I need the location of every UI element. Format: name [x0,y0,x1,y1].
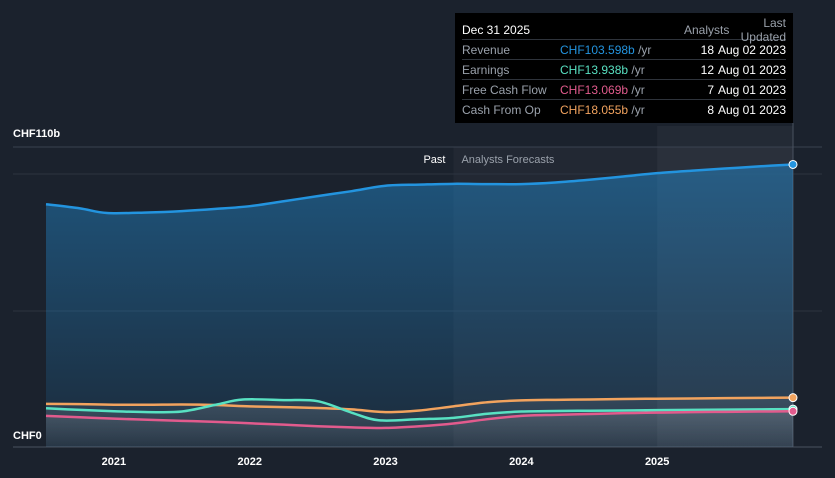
tooltip-row-unit: /yr [631,62,645,77]
tooltip-date: Dec 31 2025 [462,22,531,37]
tooltip-row-analysts: 7 [707,82,714,97]
tooltip-row-updated: Aug 02 2023 [717,42,786,57]
tooltip-header: Dec 31 2025 Analysts Last Updated [462,16,786,44]
x-tick-label-2023: 2023 [373,456,397,468]
tooltip-row-value: CHF18.055b [560,102,629,117]
tooltip-row-free-cash-flow: Free Cash Flow CHF13.069b /yr 7 Aug 01 2… [462,79,786,99]
x-tick-label-2021: 2021 [102,456,126,468]
tooltip-row-name: Revenue [462,42,511,57]
tooltip-row-earnings: Earnings CHF13.938b /yr 12 Aug 01 2023 [462,59,786,79]
y-axis-top-label: CHF110b [13,128,61,140]
tooltip-row-updated: Aug 01 2023 [717,62,786,77]
free-cash-flow-endpoint-dot [788,406,798,416]
y-axis-bottom-label: CHF0 [13,430,42,442]
tooltip-row-name: Cash From Op [462,102,541,117]
tooltip-row-unit: /yr [631,102,645,117]
chart-tooltip: Dec 31 2025 Analysts Last Updated Revenu… [455,13,793,123]
earnings-line [45,398,794,422]
tooltip-row-unit: /yr [631,82,645,97]
tooltip-row-updated: Aug 01 2023 [717,102,786,117]
tooltip-row-analysts: 8 [707,102,714,117]
x-tick-label-2022: 2022 [237,456,261,468]
tooltip-col-analysts: Analysts [684,22,730,37]
tooltip-row-value: CHF13.069b [560,82,629,97]
tooltip-row-name: Earnings [462,62,510,77]
x-tick-label-2025: 2025 [645,456,669,468]
tooltip-row-updated: Aug 01 2023 [717,82,786,97]
x-tick-label-2024: 2024 [509,456,534,468]
cash-from-op-endpoint-dot [788,393,798,403]
revenue-line [45,163,794,215]
tooltip-row-unit: /yr [638,42,652,57]
cash-from-op-line [45,396,794,414]
tooltip-row-analysts: 18 [700,42,714,57]
tooltip-row-value: CHF13.938b [560,62,629,77]
tooltip-row-value: CHF103.598b [560,42,635,57]
tooltip-row-cash-from-op: Cash From Op CHF18.055b /yr 8 Aug 01 202… [462,99,786,119]
tooltip-row-name: Free Cash Flow [462,82,547,97]
tooltip-row-revenue: Revenue CHF103.598b /yr 18 Aug 02 2023 [462,39,786,59]
free-cash-flow-area [46,411,793,447]
past-label: Past [423,154,445,166]
tooltip-col-updated: Last Updated [740,15,786,44]
tooltip-row-analysts: 12 [700,62,714,77]
forecast-label: Analysts Forecasts [461,154,554,166]
free-cash-flow-line [45,410,794,430]
revenue-endpoint-dot [788,159,798,169]
revenue-area [46,164,793,448]
